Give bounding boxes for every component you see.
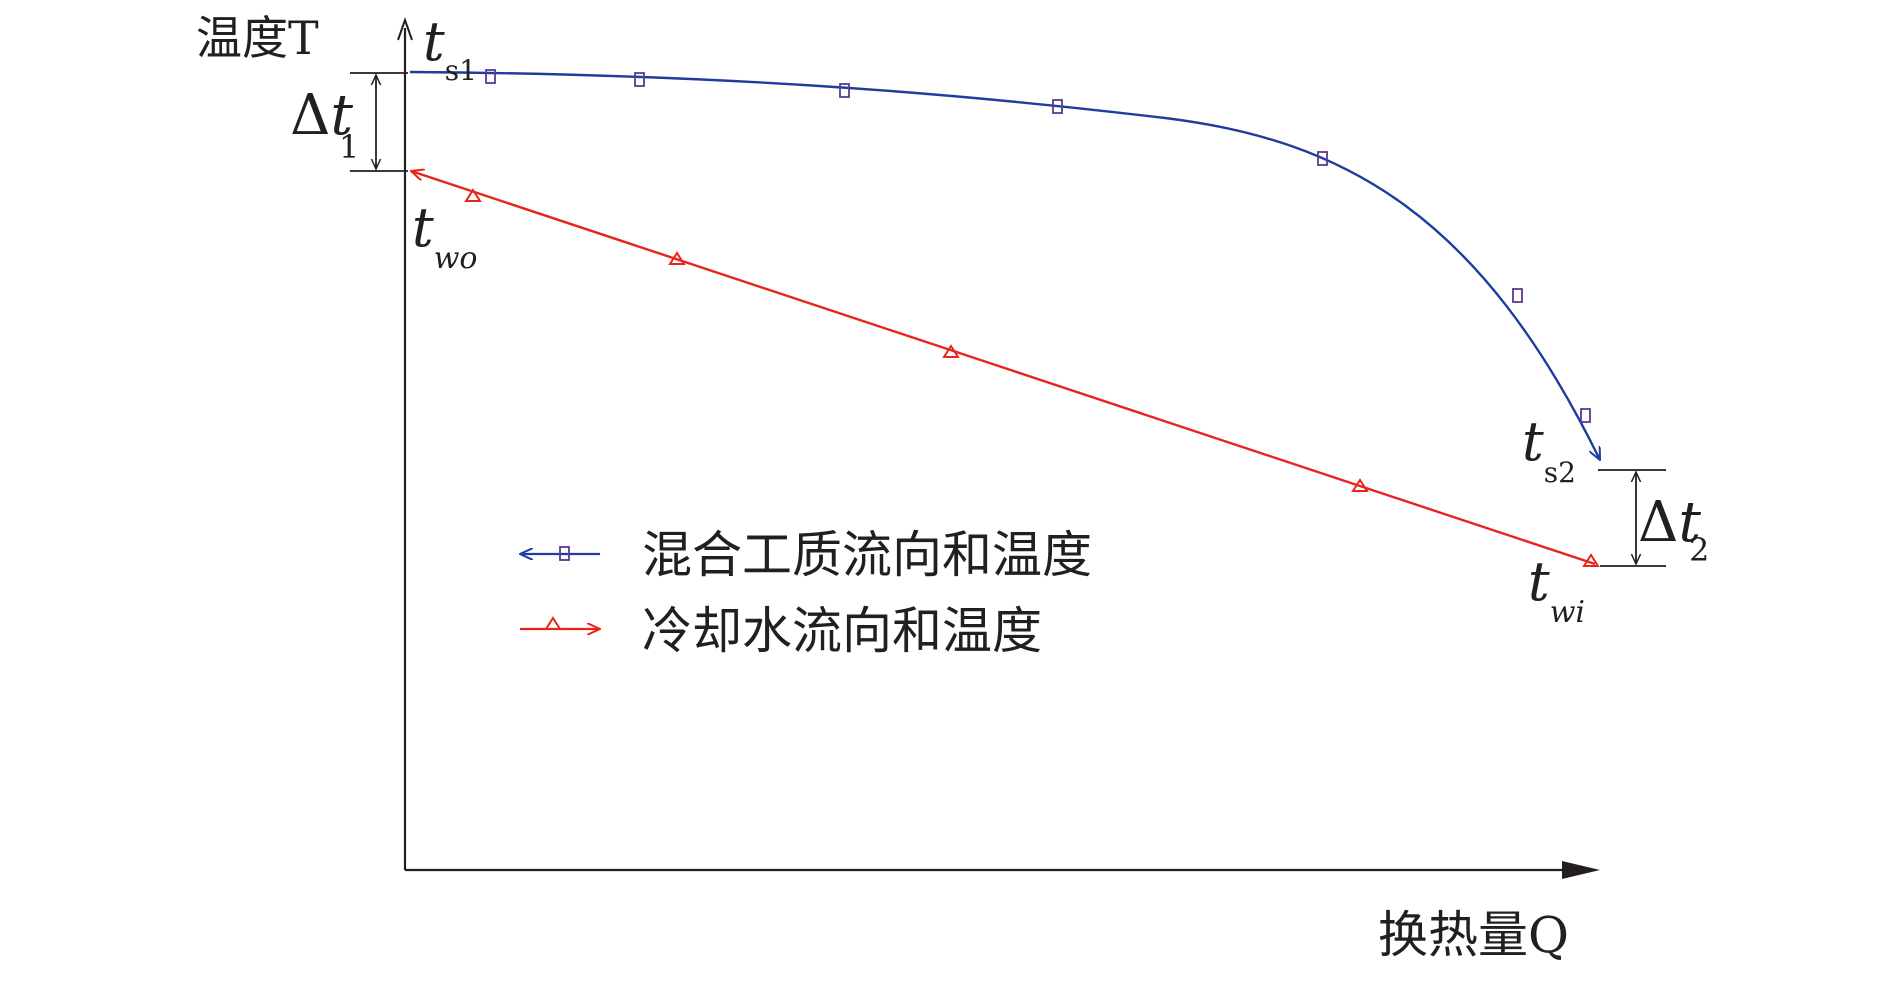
y-axis-label: 温度T — [196, 11, 319, 65]
y-axis-arrowhead — [397, 16, 413, 41]
water-markers — [464, 188, 1600, 567]
mixture-curve — [409, 70, 1602, 460]
legend-mixture-label: 混合工质流向和温度 — [642, 526, 1092, 584]
delta-t2-label: Δt2 — [1638, 490, 1709, 569]
mixture-marker — [1052, 99, 1063, 114]
mixture-marker — [1512, 288, 1523, 303]
delta-t2-dimension — [1598, 469, 1666, 567]
legend-water-label: 冷却水流向和温度 — [642, 602, 1042, 660]
axes: 温度T 换热量Q — [196, 11, 1600, 964]
mixture-marker — [634, 72, 645, 87]
mixture-marker — [485, 69, 496, 84]
delta-t1-dimension — [350, 72, 408, 172]
mixture-marker — [839, 83, 850, 98]
water-line — [411, 171, 1596, 566]
water-marker — [1351, 478, 1369, 492]
legend-item-mixture: 混合工质流向和温度 — [520, 526, 1092, 584]
delta-t1-label: Δt1 — [290, 83, 359, 166]
water-marker — [464, 188, 482, 202]
ts1-label: ts1 — [423, 10, 477, 87]
legend-item-water: 冷却水流向和温度 — [520, 602, 1042, 660]
water-marker — [942, 344, 960, 358]
ts2-label: ts2 — [1522, 410, 1576, 489]
water-marker — [668, 251, 686, 265]
mixture-series — [409, 69, 1602, 460]
twi-label: twi — [1528, 550, 1585, 630]
x-axis-label: 换热量Q — [1378, 906, 1569, 964]
water-series — [411, 171, 1600, 567]
mixture-marker — [1580, 408, 1591, 423]
water-marker — [1582, 553, 1600, 567]
x-axis-arrowhead — [1562, 861, 1600, 879]
legend-square-marker — [559, 546, 570, 561]
legend-triangle-marker — [544, 616, 562, 630]
mixture-markers — [485, 69, 1591, 423]
two-label: two — [412, 196, 477, 276]
legend: 混合工质流向和温度 冷却水流向和温度 — [520, 526, 1092, 660]
mixture-marker — [1317, 151, 1328, 166]
